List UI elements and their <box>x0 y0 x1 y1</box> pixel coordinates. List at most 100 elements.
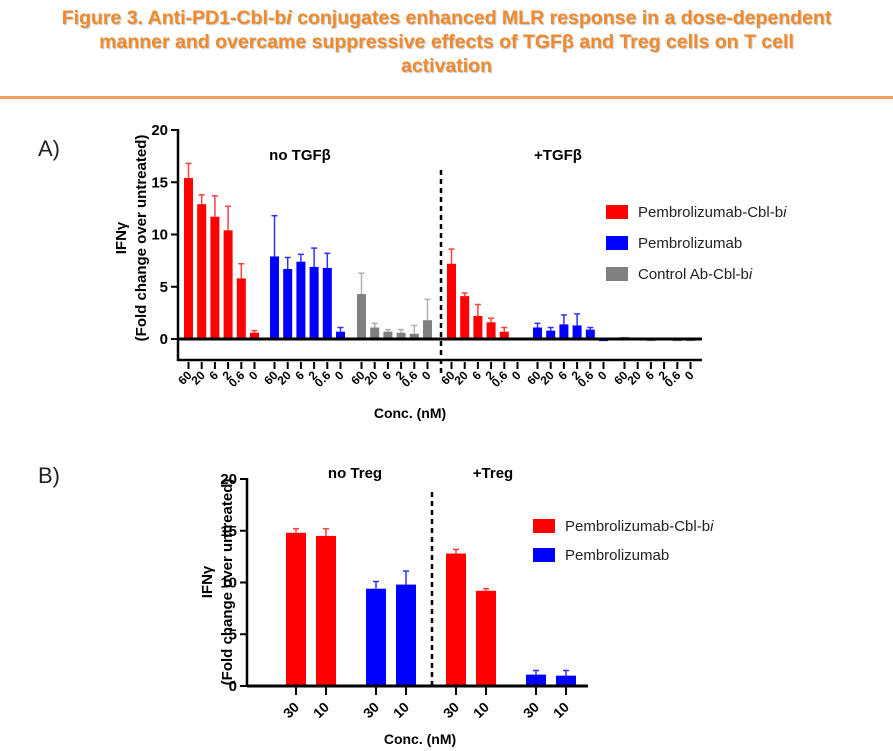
bar <box>476 590 496 686</box>
bar <box>486 322 496 339</box>
bar <box>572 325 582 339</box>
bar <box>447 263 456 339</box>
x-axis-label: Conc. (nM) <box>384 731 456 747</box>
x-tick-label: 10 <box>550 699 572 721</box>
x-tick-label: 6 <box>379 368 394 383</box>
bar <box>533 327 542 339</box>
bar <box>197 204 207 339</box>
y-tick-label: 10 <box>151 227 168 244</box>
y-tick-label: 20 <box>220 471 237 488</box>
bar <box>556 675 576 686</box>
bar <box>236 278 246 339</box>
bar <box>322 267 332 339</box>
figure-title-part: manner and overcame suppressive effects … <box>99 31 794 53</box>
panel-label-a: A) <box>38 136 60 161</box>
x-tick-label: 30 <box>360 699 382 721</box>
x-tick-label: 6 <box>642 368 657 383</box>
x-tick-label: 10 <box>390 699 412 721</box>
title-divider <box>0 96 893 99</box>
bar <box>585 329 595 339</box>
legend-swatch <box>606 205 628 219</box>
figure-title-part: activation <box>400 55 493 77</box>
figure-title-part: conjugates enhanced MLR response in a do… <box>291 7 832 29</box>
bar <box>370 327 380 339</box>
y-tick-label: 5 <box>160 279 168 296</box>
x-tick-label: 20 <box>274 368 294 388</box>
chart-b: 0 5 10 15 20 IFNγ (Fold change over untreated)… <box>199 465 714 747</box>
x-tick-label: 20 <box>188 368 208 388</box>
bar <box>546 330 556 339</box>
x-tick-label: 6 <box>206 368 221 383</box>
condition-label: no TGFβ <box>269 147 331 164</box>
y-tick-label: 20 <box>151 122 168 139</box>
bar <box>210 216 220 339</box>
legend-label: Pembrolizumab <box>638 235 742 252</box>
bar <box>283 268 293 339</box>
bar <box>396 584 416 686</box>
x-tick-label: 30 <box>440 699 462 721</box>
legend-swatch <box>533 519 555 533</box>
y-axis-label: IFNγ <box>113 221 130 254</box>
y-axis-label: (Fold change over untreated) <box>133 135 150 342</box>
x-tick-label: 0 <box>332 368 347 383</box>
bar <box>184 178 193 339</box>
bar <box>316 535 336 686</box>
legend-label: Pembrolizumab <box>565 547 669 564</box>
bar <box>473 316 483 339</box>
x-tick-label: 0.6 <box>489 368 511 390</box>
figure-title: Figure 3. Anti-PD1-Cbl-bi conjugates enh… <box>0 6 893 78</box>
legend-label: Control Ab-Cbl-bi <box>638 266 753 283</box>
bar <box>336 331 345 339</box>
y-tick-label: 0 <box>160 331 168 348</box>
x-tick-label: 10 <box>310 699 332 721</box>
x-tick-label: 6 <box>555 368 570 383</box>
legend-swatch <box>533 548 555 562</box>
condition-label: +Treg <box>473 465 513 482</box>
x-tick-label: 30 <box>280 699 302 721</box>
x-tick-label: 0 <box>595 368 610 383</box>
figure-title-italic: i <box>286 7 292 29</box>
y-tick-label: 10 <box>220 575 237 592</box>
y-tick-label: 15 <box>220 523 237 540</box>
bar <box>366 588 386 686</box>
bar <box>559 324 569 339</box>
x-tick-label: 20 <box>624 368 644 388</box>
panel-label-b: B) <box>38 463 60 488</box>
y-tick-label: 15 <box>151 174 168 191</box>
chart-a: 0 5 10 15 20 IFNγ (Fold change over untreated)… <box>113 122 787 421</box>
bar <box>396 332 406 339</box>
bar <box>460 296 470 339</box>
legend-label-italic: i <box>749 266 753 283</box>
bar <box>446 553 466 686</box>
bar <box>309 266 319 339</box>
y-axis-label: (Fold change over untreated) <box>219 479 236 686</box>
legend-swatch <box>606 236 628 250</box>
bar <box>286 532 306 686</box>
bar <box>499 331 509 339</box>
bar <box>270 256 279 339</box>
bar <box>423 320 432 339</box>
x-tick-label: 0 <box>246 368 261 383</box>
legend-swatch <box>606 267 628 281</box>
x-tick-label: 0.6 <box>226 368 248 390</box>
x-tick-label: 20 <box>451 368 471 388</box>
x-tick-label: 6 <box>469 368 484 383</box>
legend-label-italic: i <box>783 204 787 221</box>
x-tick-label: 20 <box>361 368 381 388</box>
legend-label: Pembrolizumab-Cbl-bi <box>638 204 787 221</box>
bar <box>409 333 419 339</box>
bar <box>223 230 233 339</box>
bar <box>296 261 306 339</box>
bar <box>383 331 393 339</box>
x-tick-label: 10 <box>470 699 492 721</box>
condition-label: +TGFβ <box>534 147 582 164</box>
legend-label-italic: i <box>710 518 714 535</box>
figure-title-part: Figure 3. Anti-PD1-Cbl-b <box>61 7 287 29</box>
x-tick-label: 0.6 <box>575 368 597 390</box>
legend-label: Pembrolizumab-Cbl-bi <box>565 518 714 535</box>
x-axis-label: Conc. (nM) <box>374 405 446 421</box>
y-tick-label: 5 <box>229 626 237 643</box>
x-tick-label: 0.6 <box>662 368 684 390</box>
x-tick-label: 0 <box>509 368 524 383</box>
